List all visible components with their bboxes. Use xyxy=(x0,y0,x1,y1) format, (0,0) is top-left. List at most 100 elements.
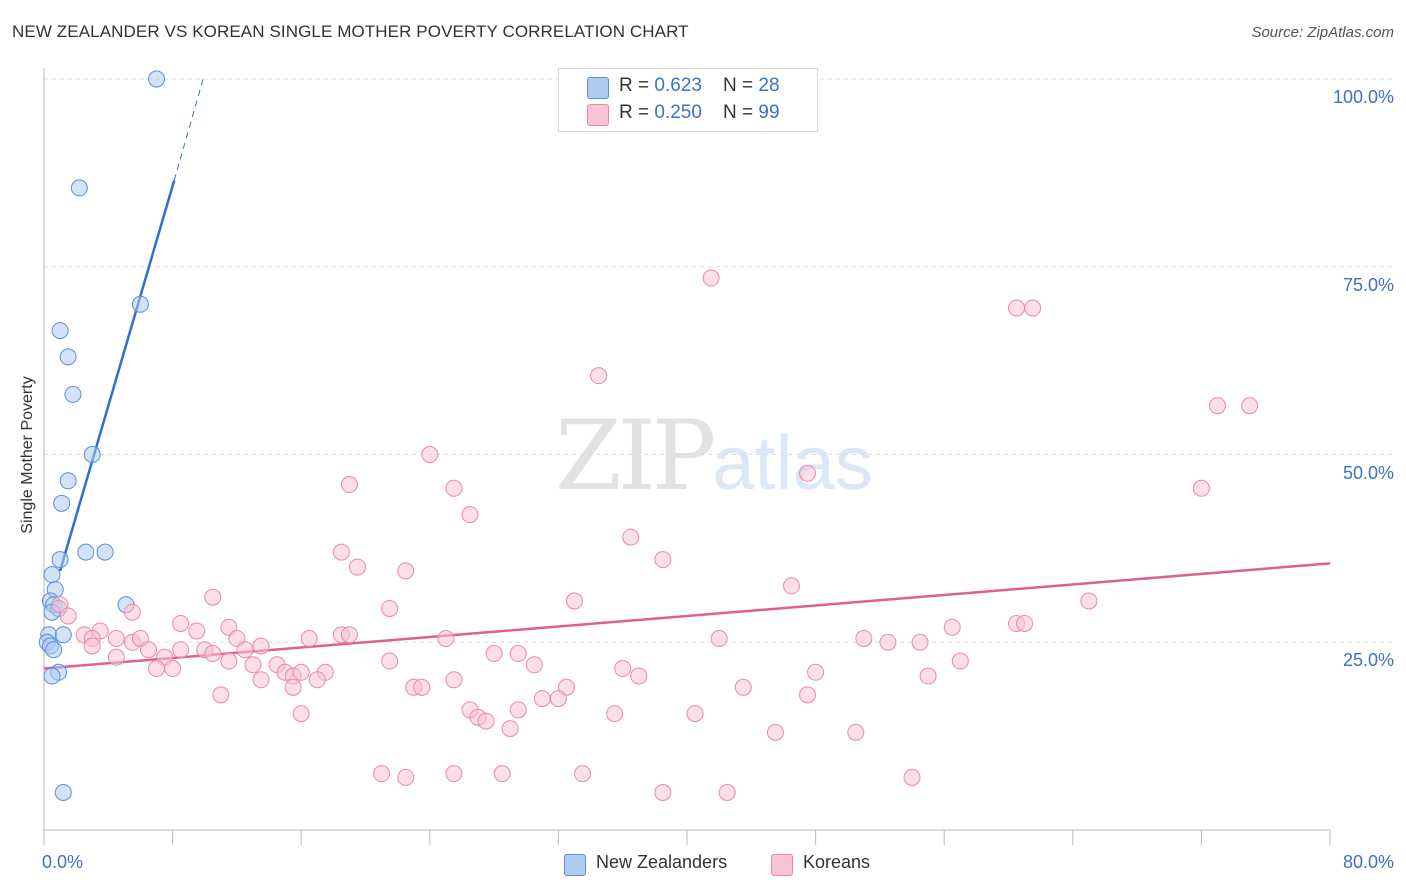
data-point xyxy=(509,701,527,719)
data-point xyxy=(847,723,865,741)
data-point xyxy=(212,686,230,704)
data-point xyxy=(252,637,270,655)
data-point xyxy=(437,629,455,647)
data-point xyxy=(51,322,69,340)
data-point xyxy=(59,348,77,366)
y-tick-label: 25.0% xyxy=(1342,650,1394,671)
data-point xyxy=(565,592,583,610)
data-point xyxy=(292,705,310,723)
data-point xyxy=(606,705,624,723)
data-point xyxy=(340,626,358,644)
data-point xyxy=(164,660,182,678)
data-point xyxy=(131,295,149,313)
data-point xyxy=(381,599,399,617)
trend-line xyxy=(58,180,176,572)
data-point xyxy=(549,690,567,708)
trend-lines xyxy=(43,78,1331,670)
watermark-atlas: atlas xyxy=(712,421,873,506)
data-point xyxy=(477,712,495,730)
data-point xyxy=(381,652,399,670)
grid-lines xyxy=(44,78,1392,643)
data-point xyxy=(485,645,503,663)
data-point xyxy=(654,551,672,569)
data-point xyxy=(172,641,190,659)
trend-line xyxy=(43,562,1331,670)
y-tick-label: 50.0% xyxy=(1342,462,1394,483)
trend-line-extension xyxy=(173,78,204,181)
correlation-legend: R = 0.623 N = 28 R = 0.250 N = 99 xyxy=(558,68,818,132)
chart-title: NEW ZEALANDER VS KOREAN SINGLE MOTHER PO… xyxy=(12,22,689,41)
data-point xyxy=(630,667,648,685)
data-point xyxy=(1080,592,1098,610)
data-point xyxy=(509,645,527,663)
data-point xyxy=(1241,397,1259,415)
data-point xyxy=(903,768,921,786)
legend-r-value: 0.250 xyxy=(654,102,702,123)
legend-r-label: R = xyxy=(619,102,655,123)
data-point xyxy=(70,179,88,197)
data-points xyxy=(38,70,1259,801)
data-point xyxy=(1024,299,1042,317)
data-point xyxy=(622,528,640,546)
data-point xyxy=(204,645,222,663)
data-point xyxy=(855,629,873,647)
data-point xyxy=(718,783,736,801)
data-point xyxy=(252,671,270,689)
legend-n-value: 99 xyxy=(758,102,780,123)
data-point xyxy=(45,641,63,659)
data-point xyxy=(943,618,961,636)
data-point xyxy=(807,663,825,681)
legend-n-label: N = xyxy=(723,102,759,123)
data-point xyxy=(421,446,439,463)
data-point xyxy=(59,607,77,625)
data-point xyxy=(782,577,800,595)
data-point xyxy=(172,614,190,632)
data-point xyxy=(686,705,704,723)
data-point xyxy=(766,723,784,741)
data-point xyxy=(107,648,125,666)
axes xyxy=(43,68,1331,845)
data-point xyxy=(445,765,463,783)
data-point xyxy=(204,588,222,606)
legend-r-label: R = xyxy=(619,75,655,96)
series-swatch-koreans xyxy=(771,854,793,876)
legend-swatch-pink xyxy=(587,104,609,126)
data-point xyxy=(1208,397,1226,415)
series-swatch-new-zealanders xyxy=(564,854,586,876)
data-point xyxy=(574,765,592,783)
series-koreans xyxy=(51,269,1259,801)
data-point xyxy=(83,446,101,463)
legend-swatch-blue xyxy=(587,77,609,99)
data-point xyxy=(244,656,262,674)
series-new-zealanders xyxy=(38,70,166,801)
data-point xyxy=(654,783,672,801)
data-point xyxy=(107,629,125,647)
source-label: Source: ZipAtlas.com xyxy=(1251,24,1394,41)
data-point xyxy=(43,566,61,584)
data-point xyxy=(284,678,302,696)
x-tick-label-max: 80.0% xyxy=(1342,852,1394,872)
data-point xyxy=(710,629,728,647)
data-point xyxy=(1016,614,1034,632)
data-point xyxy=(445,479,463,497)
data-point xyxy=(590,367,608,385)
data-point xyxy=(525,656,543,674)
data-point xyxy=(64,385,82,403)
data-point xyxy=(373,765,391,783)
x-tick-label-min: 0.0% xyxy=(42,852,84,872)
data-point xyxy=(445,671,463,689)
data-point xyxy=(292,663,310,681)
data-point xyxy=(1192,479,1210,497)
data-point xyxy=(799,464,817,482)
data-point xyxy=(911,633,929,651)
data-point xyxy=(397,768,415,786)
data-point xyxy=(139,641,157,659)
data-point xyxy=(123,603,141,621)
data-point xyxy=(501,720,519,738)
legend-n-value: 28 xyxy=(758,75,780,96)
data-point xyxy=(236,641,254,659)
data-point xyxy=(493,765,511,783)
series-label-new-zealanders: New Zealanders xyxy=(596,852,728,872)
data-point xyxy=(77,543,95,561)
data-point xyxy=(332,543,350,561)
